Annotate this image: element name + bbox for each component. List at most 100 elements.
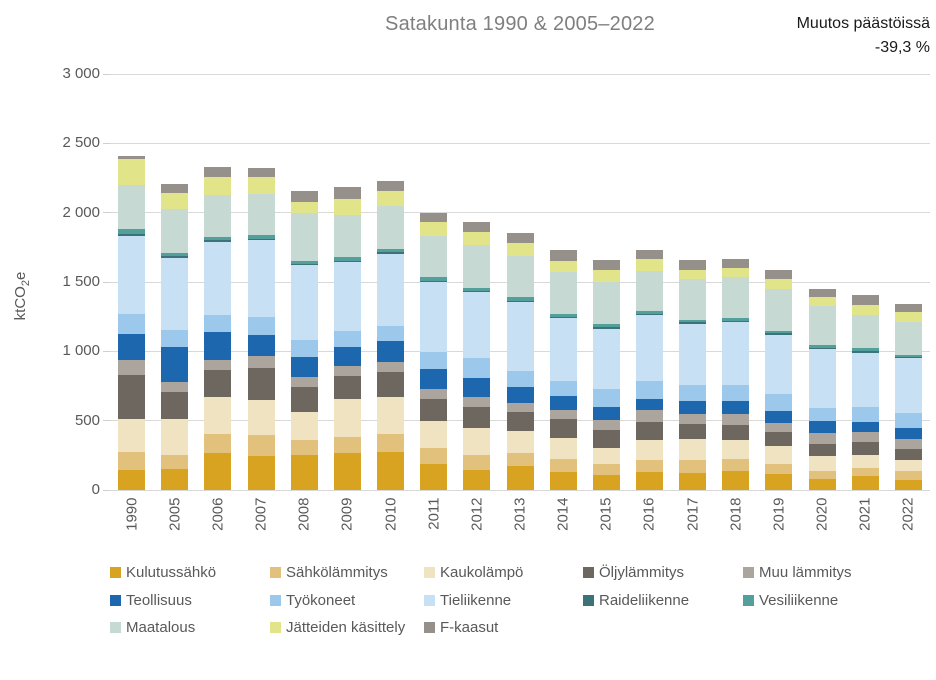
bar-segment-1990-f-kaasut xyxy=(118,155,146,159)
bar-segment-2016-kulutuss-hk- xyxy=(635,471,663,490)
y-tick-label-3000: 3 000 xyxy=(62,65,100,82)
bar-2006 xyxy=(204,167,232,490)
bar-segment-2013-j-tteiden-k-sittely xyxy=(506,242,534,256)
bar-segment-2016-teollisuus xyxy=(635,398,663,411)
bar-segment-2005-muu-l-mmitys xyxy=(161,381,189,392)
bar-segment-2005-kulutuss-hk- xyxy=(161,469,189,490)
bar-segment-2005-vesiliikenne xyxy=(161,252,189,257)
x-tick-label-2012: 2012 xyxy=(468,497,486,531)
y-tick-mark-2500 xyxy=(103,142,110,144)
bar-segment-2010-kaukol-mp- xyxy=(377,397,405,434)
bar-segment-2012-kulutuss-hk- xyxy=(463,469,491,490)
bar-segment-2014-kaukol-mp- xyxy=(549,438,577,459)
bar-segment-2017-kaukol-mp- xyxy=(679,439,707,460)
bar-segment-2013-kaukol-mp- xyxy=(506,431,534,453)
bar-segment-2014-tieliikenne xyxy=(549,318,577,382)
bar-segment-2020--ljyl-mmitys xyxy=(808,444,836,457)
bar-segment-2007-kulutuss-hk- xyxy=(247,456,275,490)
x-tick-label-1990: 1990 xyxy=(123,497,141,531)
bar-2008 xyxy=(290,191,318,490)
bar-segment-2018--ljyl-mmitys xyxy=(722,424,750,441)
bar-segment-2009-raideliikenne xyxy=(333,260,361,262)
bar-segment-2005--ljyl-mmitys xyxy=(161,391,189,419)
bar-segment-2022-f-kaasut xyxy=(894,304,922,312)
bar-2017 xyxy=(679,259,707,490)
y-tick-mark-500 xyxy=(103,420,110,422)
bar-segment-1990-kulutuss-hk- xyxy=(118,469,146,490)
gridline-2000 xyxy=(110,212,930,214)
bar-segment-2011-tieliikenne xyxy=(420,282,448,353)
bar-segment-2012-tieliikenne xyxy=(463,292,491,359)
bar-segment-2010-f-kaasut xyxy=(377,180,405,192)
bar-segment-2020-j-tteiden-k-sittely xyxy=(808,297,836,307)
emissions-change-value: -39,3 % xyxy=(874,39,930,56)
bar-segment-2017--ljyl-mmitys xyxy=(679,424,707,440)
bar-segment-2018-maatalous xyxy=(722,276,750,319)
bar-segment-2009-kaukol-mp- xyxy=(333,399,361,438)
legend-swatch--ljyl-mmitys xyxy=(583,567,594,578)
bar-segment-2005-maatalous xyxy=(161,209,189,253)
bar-segment-2021-muu-l-mmitys xyxy=(851,431,879,443)
y-axis-title-suffix: e xyxy=(12,271,29,281)
bar-segment-2008-maatalous xyxy=(290,213,318,261)
legend-item-j-tteiden-k-sittely: Jätteiden käsittely xyxy=(270,619,405,637)
bar-segment-2007-muu-l-mmitys xyxy=(247,356,275,368)
bar-segment-2015-vesiliikenne xyxy=(592,324,620,328)
legend-swatch-ty-koneet xyxy=(270,594,281,606)
y-tick-label-500: 500 xyxy=(74,411,100,429)
bar-segment-2008-vesiliikenne xyxy=(290,260,318,265)
bar-segment-2019--ljyl-mmitys xyxy=(765,432,793,446)
bar-segment-2016-muu-l-mmitys xyxy=(635,410,663,423)
bar-segment-2014-muu-l-mmitys xyxy=(549,409,577,420)
bar-segment-2013-raideliikenne xyxy=(506,300,534,303)
bar-segment-2018-f-kaasut xyxy=(722,259,750,269)
bar-segment-2019-muu-l-mmitys xyxy=(765,422,793,433)
bar-segment-2007-raideliikenne xyxy=(247,239,275,241)
bar-segment-2015-s-hk-l-mmitys xyxy=(592,464,620,475)
bar-segment-2013-f-kaasut xyxy=(506,232,534,243)
bar-segment-2013-teollisuus xyxy=(506,387,534,403)
bar-segment-2011-raideliikenne xyxy=(420,280,448,283)
bar-segment-2008-ty-koneet xyxy=(290,340,318,357)
bar-segment-2017-ty-koneet xyxy=(679,384,707,402)
bar-segment-2011-j-tteiden-k-sittely xyxy=(420,222,448,236)
bar-segment-2014-ty-koneet xyxy=(549,381,577,397)
bar-segment-2020-kulutuss-hk- xyxy=(808,478,836,490)
bar-segment-2015-f-kaasut xyxy=(592,259,620,270)
bar-segment-2012-raideliikenne xyxy=(463,291,491,293)
bar-segment-2009-vesiliikenne xyxy=(333,257,361,261)
bar-segment-2008-muu-l-mmitys xyxy=(290,377,318,387)
bar-segment-2022-teollisuus xyxy=(894,428,922,440)
bar-2009 xyxy=(333,187,361,490)
bar-segment-2018-ty-koneet xyxy=(722,385,750,402)
bar-segment-2019-raideliikenne xyxy=(765,333,793,335)
bar-segment-1990-vesiliikenne xyxy=(118,229,146,235)
bar-segment-2005-j-tteiden-k-sittely xyxy=(161,192,189,210)
bar-segment-2006-kulutuss-hk- xyxy=(204,452,232,490)
bar-segment-1990-maatalous xyxy=(118,185,146,230)
bar-segment-2022-vesiliikenne xyxy=(894,354,922,357)
x-tick-label-2020: 2020 xyxy=(813,497,831,531)
bar-segment-2022-maatalous xyxy=(894,321,922,355)
bar-segment-2016-vesiliikenne xyxy=(635,311,663,314)
bar-segment-2010-teollisuus xyxy=(377,340,405,363)
bar-segment-2022-ty-koneet xyxy=(894,413,922,429)
x-tick-label-2017: 2017 xyxy=(684,497,702,531)
bar-segment-2007-vesiliikenne xyxy=(247,234,275,240)
legend-label: Vesiliikenne xyxy=(759,591,839,609)
bar-2016 xyxy=(635,249,663,490)
bar-segment-2020-kaukol-mp- xyxy=(808,456,836,472)
bar-2013 xyxy=(506,232,534,490)
bar-segment-2016-maatalous xyxy=(635,271,663,312)
bar-segment-2011-kaukol-mp- xyxy=(420,420,448,449)
bar-segment-2007-kaukol-mp- xyxy=(247,399,275,436)
bar-segment-2020-ty-koneet xyxy=(808,407,836,422)
bar-segment-2018-raideliikenne xyxy=(722,320,750,323)
bar-segment-2016-ty-koneet xyxy=(635,380,663,399)
bar-segment-2012-maatalous xyxy=(463,245,491,289)
bar-segment-2005-tieliikenne xyxy=(161,257,189,330)
bar-2020 xyxy=(808,289,836,490)
bar-segment-2013-s-hk-l-mmitys xyxy=(506,452,534,466)
legend-item-kaukol-mp-: Kaukolämpö xyxy=(424,564,523,582)
